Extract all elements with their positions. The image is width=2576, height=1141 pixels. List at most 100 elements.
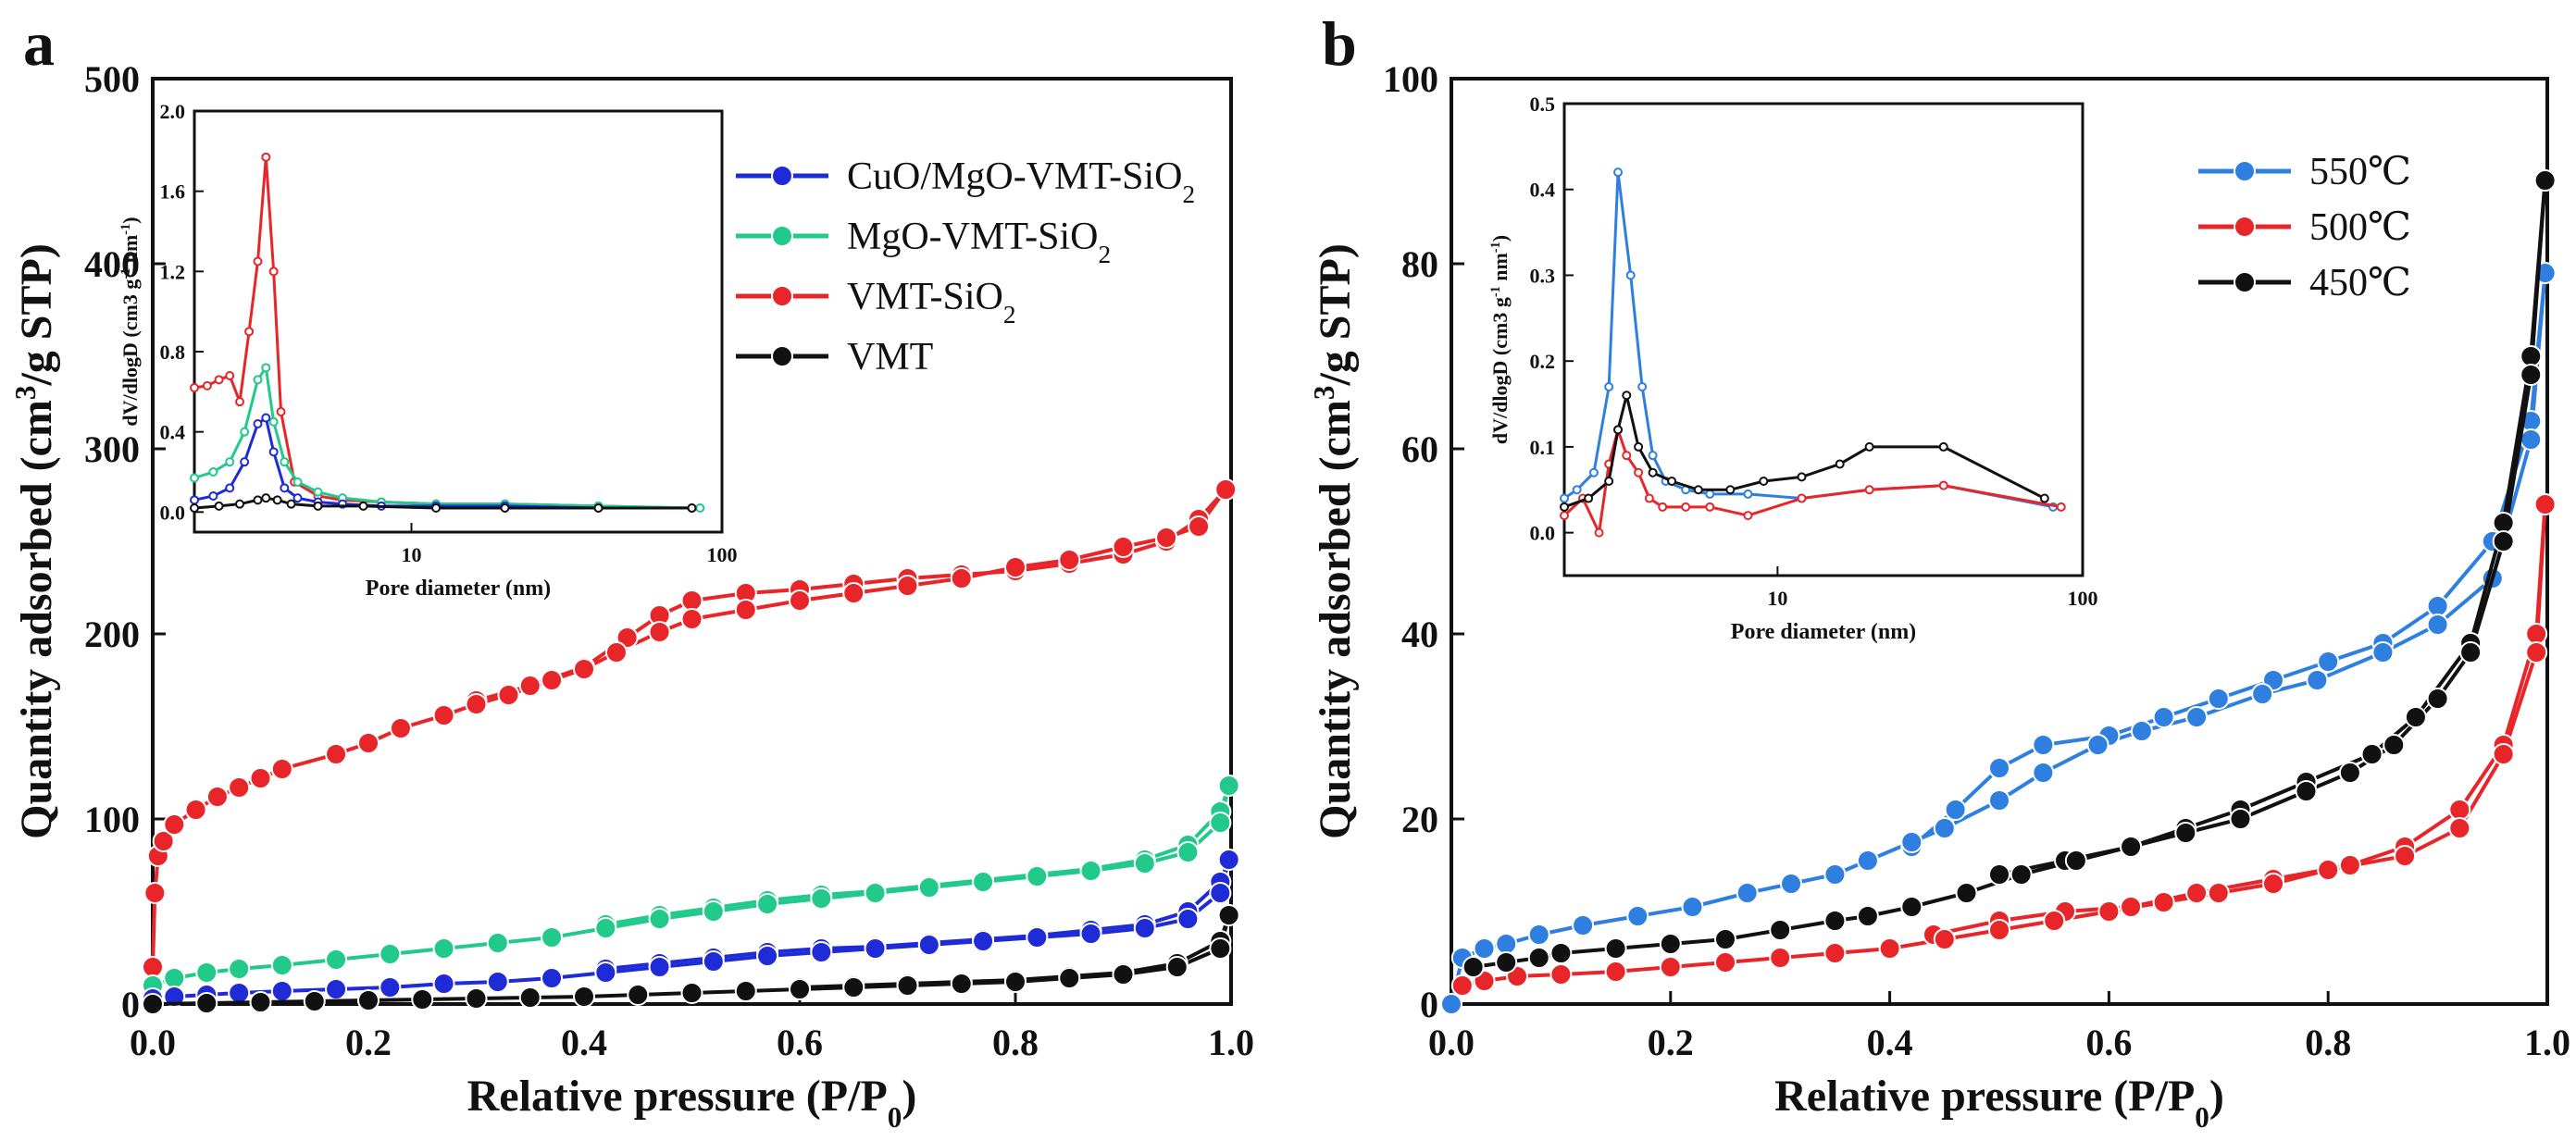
data-point [2492,512,2515,534]
inset-data-point [2039,493,2049,503]
panel-a: a 0.0 0.2 0.4 0.6 0.8 1.0 0 100 200 300 400 500 Relat… [9,8,1255,1134]
inset-data-point [1644,493,1654,503]
data-point [465,693,488,715]
legend-marker [2234,160,2256,182]
data-point [1133,917,1156,939]
inset-data-point [431,503,442,513]
y-tick-label: 80 [1401,243,1438,285]
data-point [2520,428,2543,451]
data-point [680,589,703,612]
data-point [2338,854,2361,876]
legend-label: 450℃ [2309,262,2411,304]
series-MgO-VMT-SiO2 [142,775,1240,997]
inset-data-point [272,495,282,505]
inset-data-point [1560,493,1569,503]
legend-label: CuO/MgO-VMT-SiO2 [847,155,1195,208]
inset-data-point [1622,451,1632,461]
inset-data-point [261,493,271,503]
data-point [2371,641,2395,664]
data-point [163,813,186,836]
data-point [2086,734,2109,756]
legend-marker [771,285,793,307]
inset-series-line [1563,394,2046,509]
data-point [1188,515,1211,538]
inset-data-point [1560,511,1569,521]
data-point [2525,623,2548,645]
data-point [950,567,973,589]
data-point [648,621,671,643]
data-point [1209,937,1232,960]
data-point [2383,734,2406,756]
data-point [2317,859,2340,881]
inset-data-point [292,477,303,487]
panel-label: b [1322,8,1357,79]
inset-frame [193,109,724,534]
data-point [972,871,995,893]
legend-marker [2234,216,2256,238]
x-tick-label: 1.0 [2524,1022,2570,1063]
data-point [411,988,434,1011]
data-point [842,582,865,604]
inset-data-point [1667,477,1677,486]
y-tick-label: 100 [84,799,140,840]
data-point [864,937,887,960]
inset-plot: 10 100 0.0 0.1 0.2 0.3 0.4 0.5 Pore diameter (nm… [1488,93,2098,644]
inset-data-point [1634,467,1644,477]
inset-data-point [1604,477,1614,486]
data-point [195,992,218,1014]
data-point [1058,549,1081,571]
data-point [184,799,207,821]
inset-data-point [1594,527,1604,538]
data-point [2360,743,2383,765]
series-500℃ [1450,493,2557,997]
data-point [842,976,865,998]
x-tick-label: 0.0 [130,1022,176,1063]
inset-data-point [280,457,290,467]
data-point [1176,908,1200,930]
data-point [1736,882,1759,904]
legend-label: 500℃ [2309,206,2411,249]
inset-data-point [593,503,604,513]
inset-y-axis-label: dV/dlogD (cm3 g-1 nm-1) [118,217,142,426]
data-point [616,626,639,649]
data-point [2295,780,2318,802]
inset-data-point [190,473,199,483]
data-point [465,987,488,1010]
data-point [303,990,326,1012]
y-tick-label: 60 [1401,428,1438,470]
data-point [1988,789,2010,812]
plot-frame [1450,77,2549,1006]
data-point [1004,556,1027,578]
inset-data-point [1681,502,1691,512]
data-point [1527,947,1550,969]
data-point [1944,799,1967,821]
data-point [1450,974,1474,997]
inset-data-point [268,447,279,457]
panel-b: b 0.0 0.2 0.4 0.6 0.8 1.0 0 20 40 60 80 100 Relative … [1308,8,2571,1134]
series-VMT [142,904,1240,1015]
data-point [2010,863,2033,886]
data-point [357,989,380,1011]
inset-x-axis-label: Pore diameter (nm) [366,577,551,601]
x-tick-label: 0.8 [992,1022,1039,1063]
data-point [594,917,617,939]
inset-x-tick-label: 100 [2068,587,2098,610]
inset-y-tick-label: 0.3 [1530,264,1556,287]
inset-data-point [1560,502,1569,512]
data-point [896,575,919,597]
legend-label: VMT [847,336,933,378]
data-point [1058,967,1081,989]
data-point [1823,942,1847,964]
inset-data-point [208,467,218,477]
data-point [1209,812,1232,834]
data-point [2032,762,2055,784]
data-point [195,961,218,984]
data-point [2426,595,2449,617]
data-point [789,589,811,612]
inset-data-point [253,256,263,267]
data-point [1823,910,1847,932]
data-point [270,758,293,780]
data-point [270,954,293,976]
inset-data-point [2056,502,2066,512]
x-axis-label: Relative pressure (P/P0) [467,1072,917,1134]
